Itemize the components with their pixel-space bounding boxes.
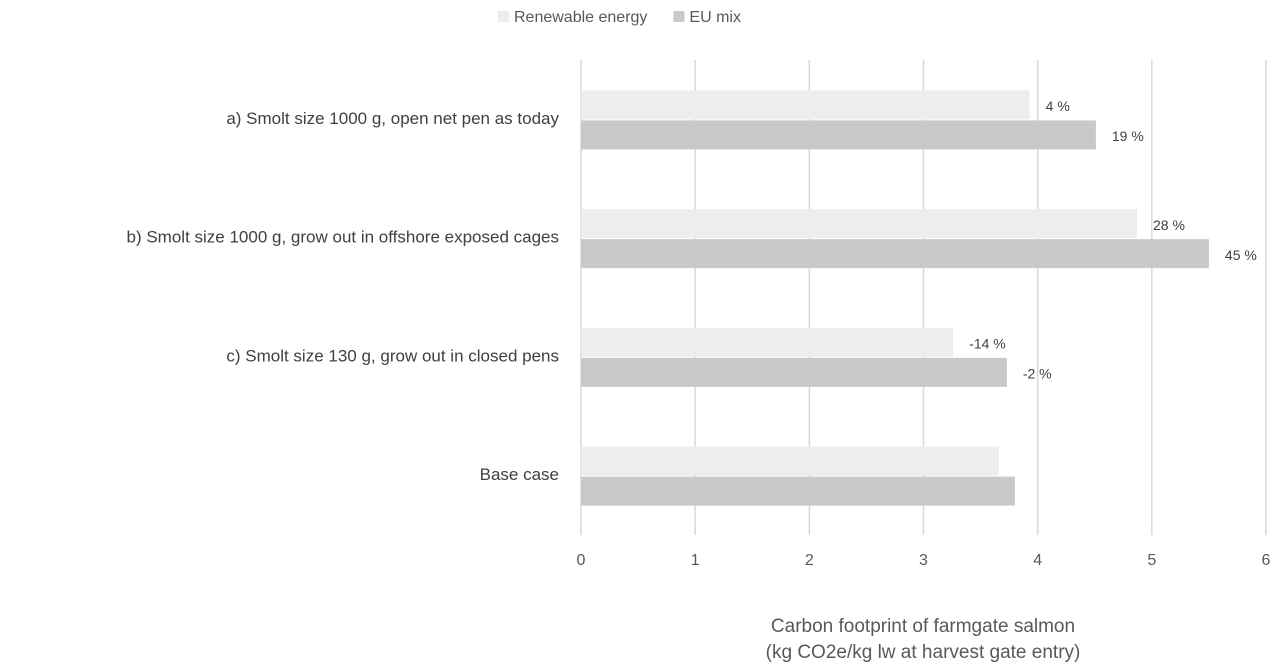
x-tick-label: 2 <box>805 552 814 569</box>
x-tick-label: 1 <box>691 552 700 569</box>
bar-annotation: 19 % <box>1112 128 1144 144</box>
bar <box>581 357 1007 387</box>
x-tick-label: 5 <box>1147 552 1156 569</box>
legend-label: Renewable energy <box>514 9 647 26</box>
x-axis-title: Carbon footprint of farmgate salmon <box>771 616 1075 637</box>
category-label: Base case <box>480 465 559 484</box>
bar <box>581 90 1030 120</box>
legend-swatch <box>498 11 509 22</box>
x-axis-title: (kg CO2e/kg lw at harvest gate entry) <box>766 642 1081 663</box>
bar <box>581 476 1015 506</box>
bar-annotation: 28 % <box>1153 217 1185 233</box>
legend-swatch <box>673 11 685 22</box>
bar <box>581 120 1096 150</box>
category-label: a) Smolt size 1000 g, open net pen as to… <box>226 109 559 128</box>
category-label: c) Smolt size 130 g, grow out in closed … <box>226 346 559 365</box>
x-tick-label: 4 <box>1033 552 1042 569</box>
x-tick-label: 0 <box>577 552 586 569</box>
bar-annotation: 4 % <box>1046 98 1070 114</box>
bar <box>581 327 954 357</box>
bar <box>581 239 1209 269</box>
category-label: b) Smolt size 1000 g, grow out in offsho… <box>127 228 560 247</box>
bar-annotation: -14 % <box>969 336 1006 352</box>
bar <box>581 209 1137 239</box>
bar-annotation: 45 % <box>1225 247 1257 263</box>
legend-label: EU mix <box>689 9 741 26</box>
bar <box>581 446 999 476</box>
x-tick-label: 6 <box>1262 552 1271 569</box>
bar-annotation: -2 % <box>1023 366 1052 382</box>
x-tick-label: 3 <box>919 552 928 569</box>
